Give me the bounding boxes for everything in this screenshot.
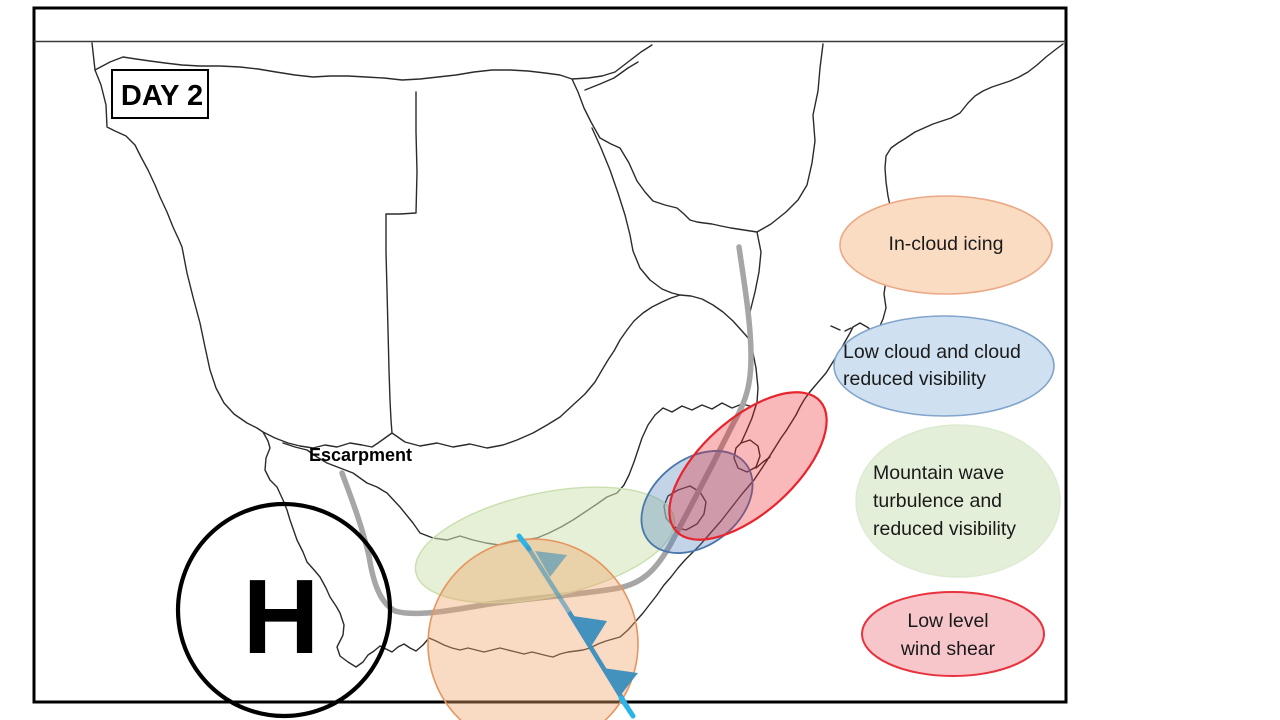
escarpment-line	[339, 244, 754, 617]
cold-front-upper-segment	[525, 544, 571, 614]
day-label-box: DAY 2	[111, 69, 209, 119]
escarpment-label: Escarpment	[309, 445, 412, 465]
mountain-wave-area	[414, 486, 676, 604]
hazard-areas	[414, 391, 828, 720]
inland-borders	[94, 43, 852, 546]
day-label: DAY 2	[121, 80, 203, 112]
legend-ellipse-low-cloud	[833, 315, 1055, 417]
legend-label-icing: In-cloud icing	[889, 233, 1004, 255]
cold-front	[516, 533, 638, 719]
cold-front-triangle-2	[573, 616, 607, 645]
cold-front-tip-south	[618, 695, 636, 719]
legend-label-low-cloud-line1: Low cloud and cloud	[843, 341, 1021, 363]
day-label-border	[111, 69, 209, 119]
legend-ellipse-mountain-wave	[855, 424, 1061, 578]
high-pressure-marker: H	[175, 501, 393, 719]
legend-label-wind-shear-line1: Low level	[907, 610, 988, 632]
legend: In-cloud icing Low cloud and cloud reduc…	[833, 195, 1061, 677]
wind-shear-area	[668, 391, 828, 541]
legend-ellipse-wind-shear	[861, 591, 1045, 677]
icing-area	[427, 538, 639, 720]
cold-front-line-upper	[525, 544, 571, 614]
high-pressure-letter: H	[243, 558, 320, 676]
map-frame	[32, 6, 1068, 704]
legend-label-wind-shear-line2: wind shear	[900, 638, 996, 660]
swaziland-outline	[733, 439, 761, 473]
legend-label-mountain-wave-line2: turbulence and	[873, 490, 1002, 512]
cold-front-lower-segment	[567, 610, 638, 710]
map-frame-border	[32, 6, 1068, 704]
legend-label-low-cloud-line2: reduced visibility	[843, 368, 986, 390]
legend-label-mountain-wave-line3: reduced visibility	[873, 518, 1016, 540]
cold-front-triangle-1	[535, 551, 567, 577]
legend-ellipse-icing	[839, 195, 1053, 295]
high-pressure-circle	[175, 501, 393, 719]
cold-front-triangle-3	[603, 668, 638, 696]
legend-label-mountain-wave-line1: Mountain wave	[873, 462, 1004, 484]
